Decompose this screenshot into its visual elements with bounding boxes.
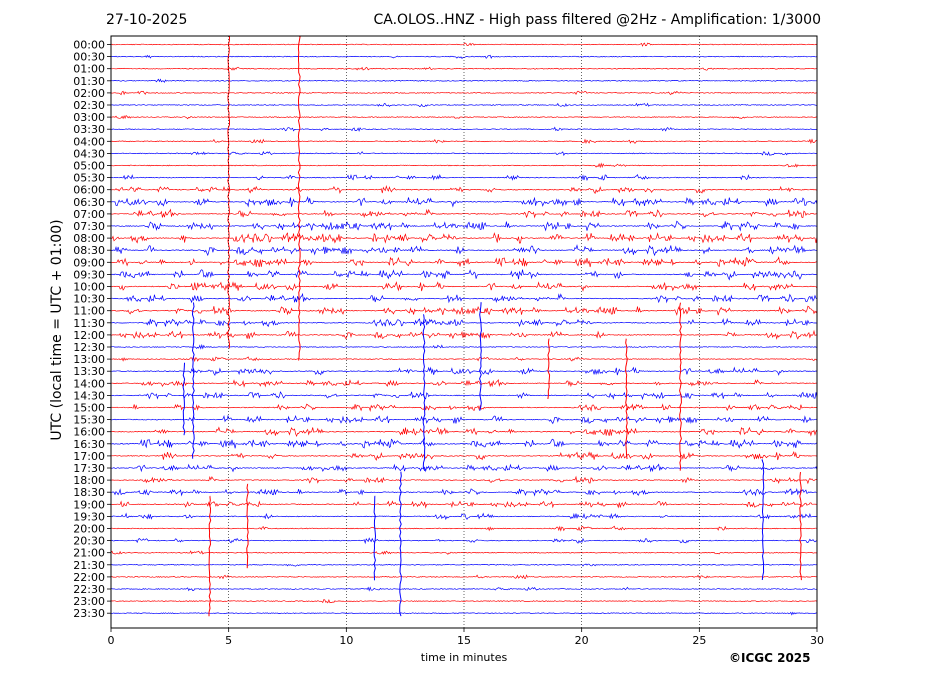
y-tick-label: 07:00	[73, 208, 105, 221]
x-tick-label: 10	[339, 634, 353, 647]
y-tick-label: 23:30	[73, 607, 105, 620]
y-tick-label: 05:00	[73, 160, 105, 173]
y-tick-label: 19:00	[73, 498, 105, 511]
y-tick-label: 09:30	[73, 268, 105, 281]
y-tick-label: 22:00	[73, 571, 105, 584]
y-tick-label: 21:00	[73, 547, 105, 560]
trace-row	[110, 343, 818, 350]
x-tick-label: 25	[692, 634, 706, 647]
y-tick-label: 21:30	[73, 559, 105, 572]
y-tick-label: 17:30	[73, 462, 105, 475]
event-spike	[208, 495, 212, 617]
trace-row	[110, 366, 818, 376]
chart-title: CA.OLOS..HNZ - High pass filtered @2Hz -…	[373, 12, 821, 28]
trace-row	[110, 317, 817, 328]
y-tick-label: 03:00	[73, 111, 105, 124]
y-tick-label: 22:30	[73, 583, 105, 596]
trace-row	[110, 292, 818, 304]
y-tick-label: 19:30	[73, 510, 105, 523]
y-tick-label: 09:00	[73, 256, 105, 269]
event-spike	[246, 483, 249, 569]
event-spike	[182, 362, 186, 436]
x-tick-label: 30	[810, 634, 824, 647]
y-tick-label: 04:00	[73, 135, 105, 148]
y-tick-label: 00:00	[73, 39, 105, 52]
x-axis-label: time in minutes	[420, 651, 508, 664]
y-tick-label: 20:00	[73, 523, 105, 536]
trace-row	[110, 438, 818, 449]
x-tick-label: 15	[457, 634, 471, 647]
trace-row	[110, 426, 818, 438]
date-label: 27-10-2025	[106, 12, 188, 28]
event-spike	[373, 495, 377, 581]
y-tick-label: 17:00	[73, 450, 105, 463]
y-tick-label: 10:30	[73, 293, 105, 306]
x-tick-group: 0 5 10 15 20 25 30	[108, 628, 824, 647]
event-spike	[679, 302, 682, 471]
plot-frame	[110, 35, 818, 629]
spike-group	[182, 36, 802, 617]
y-tick-label: 18:00	[73, 474, 105, 487]
x-tick-label: 20	[575, 634, 589, 647]
trace-row	[110, 356, 818, 363]
y-tick-label: 06:30	[73, 196, 105, 209]
y-tick-label: 11:00	[73, 305, 105, 318]
trace-row	[110, 269, 818, 281]
y-tick-label: 07:30	[73, 220, 105, 233]
y-tick-label: 00:30	[73, 51, 105, 64]
trace-row	[110, 463, 818, 473]
event-spike	[191, 302, 195, 459]
y-tick-label: 12:30	[73, 341, 105, 354]
y-tick-label: 04:30	[73, 147, 105, 160]
y-tick-label: 15:00	[73, 402, 105, 415]
event-spike	[761, 459, 765, 581]
y-tick-label: 01:30	[73, 75, 105, 88]
y-tick-label: 05:30	[73, 172, 105, 185]
y-tick-label: 13:30	[73, 365, 105, 378]
event-spike	[479, 302, 482, 411]
event-spike	[297, 36, 301, 361]
y-tick-label: 10:00	[73, 281, 105, 294]
event-spike	[625, 338, 628, 460]
y-tick-label: 20:30	[73, 535, 105, 548]
event-spike	[422, 314, 426, 471]
y-tick-group: 00:0000:3001:0001:3002:0002:3003:0003:30…	[73, 39, 111, 620]
event-spike	[227, 36, 231, 349]
y-tick-label: 23:00	[73, 595, 105, 608]
y-tick-label: 12:00	[73, 329, 105, 342]
event-spike	[399, 471, 402, 617]
y-tick-label: 03:30	[73, 123, 105, 136]
y-tick-label: 11:30	[73, 317, 105, 330]
y-tick-label: 18:30	[73, 486, 105, 499]
y-tick-label: 02:30	[73, 99, 105, 112]
event-spike	[547, 338, 551, 400]
y-tick-label: 13:00	[73, 353, 105, 366]
y-tick-label: 16:00	[73, 426, 105, 439]
y-tick-label: 16:30	[73, 438, 105, 451]
y-tick-label: 15:30	[73, 414, 105, 427]
y-tick-label: 08:30	[73, 244, 105, 257]
trace-row	[110, 329, 817, 340]
y-tick-label: 01:00	[73, 63, 105, 76]
y-tick-label: 08:00	[73, 232, 105, 245]
trace-row	[110, 305, 818, 316]
y-tick-label: 14:00	[73, 377, 105, 390]
y-tick-label: 06:00	[73, 184, 105, 197]
x-tick-label: 5	[225, 634, 232, 647]
x-tick-label: 0	[108, 634, 115, 647]
trace-row	[110, 379, 818, 388]
y-tick-label: 02:00	[73, 87, 105, 100]
trace-row	[110, 281, 818, 292]
event-spike	[799, 472, 802, 581]
trace-row	[110, 391, 818, 401]
trace-row	[110, 90, 817, 96]
y-tick-label: 14:30	[73, 389, 105, 402]
trace-row	[110, 403, 818, 412]
copyright-label: ©ICGC 2025	[729, 651, 811, 665]
